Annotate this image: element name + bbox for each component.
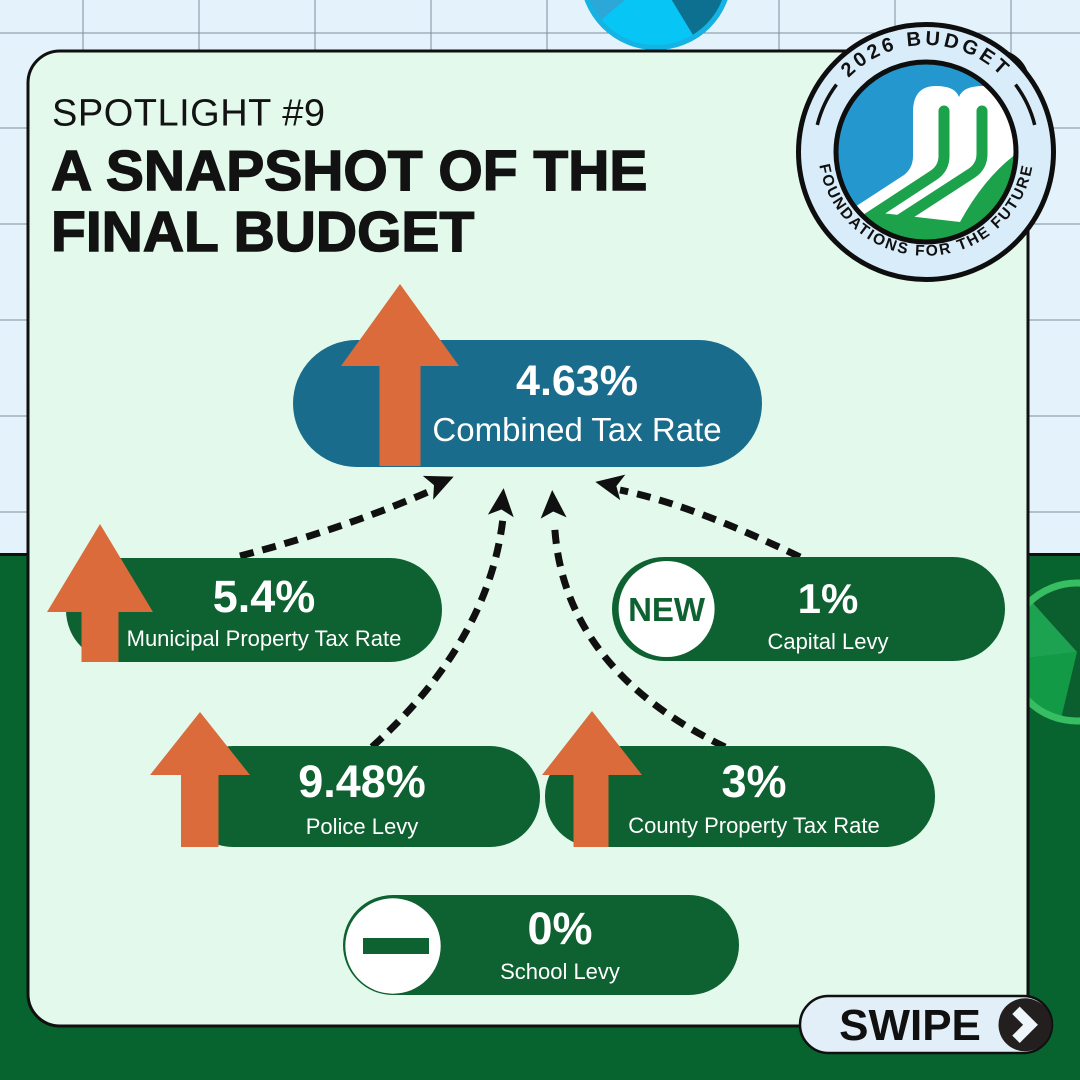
svg-text:Police Levy: Police Levy — [306, 814, 419, 839]
svg-text:A SNAPSHOT OF THE: A SNAPSHOT OF THE — [51, 139, 647, 203]
svg-text:4.63%: 4.63% — [516, 357, 638, 405]
svg-text:County Property Tax Rate: County Property Tax Rate — [628, 813, 880, 838]
svg-text:Capital Levy: Capital Levy — [767, 629, 888, 654]
svg-text:FINAL BUDGET: FINAL BUDGET — [51, 200, 474, 264]
svg-text:NEW: NEW — [628, 591, 706, 628]
svg-text:School Levy: School Levy — [500, 959, 620, 984]
svg-text:Municipal Property Tax Rate: Municipal Property Tax Rate — [127, 626, 402, 651]
svg-text:9.48%: 9.48% — [298, 756, 426, 807]
svg-text:5.4%: 5.4% — [213, 571, 316, 622]
svg-text:Combined Tax Rate: Combined Tax Rate — [432, 411, 721, 448]
svg-text:1%: 1% — [798, 575, 859, 622]
svg-text:3%: 3% — [721, 756, 786, 807]
svg-text:SWIPE: SWIPE — [839, 1001, 981, 1050]
svg-text:0%: 0% — [527, 903, 592, 954]
svg-text:SPOTLIGHT #9: SPOTLIGHT #9 — [52, 93, 326, 135]
